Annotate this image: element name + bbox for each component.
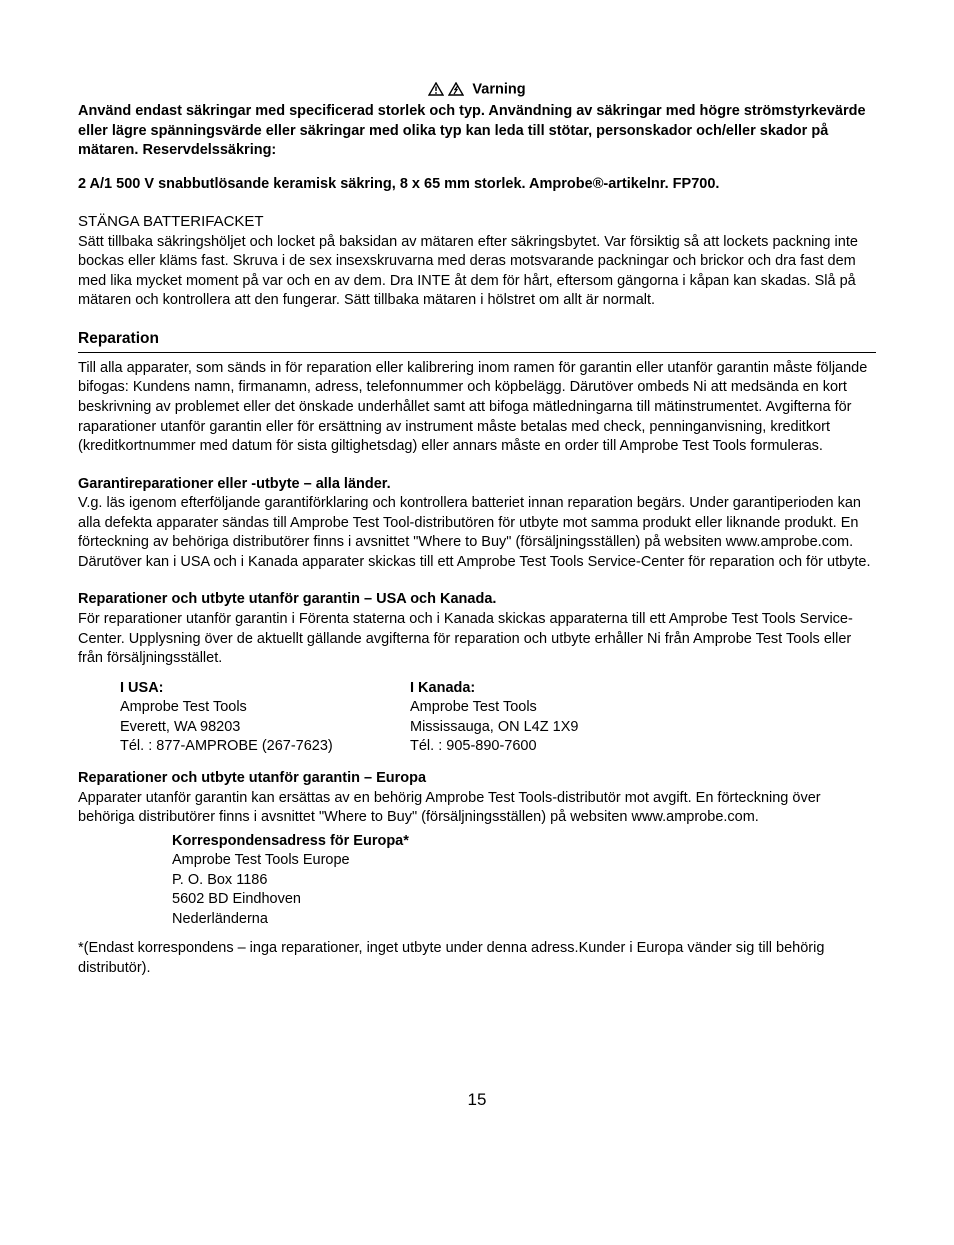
warning-title: Varning [472,82,525,98]
eu-addr-line: Amprobe Test Tools Europe [172,851,876,871]
out-europe-body: Apparater utanför garantin kan ersättas … [78,789,876,828]
address-block-usa-canada: I USA: Amprobe Test Tools Everett, WA 98… [78,679,876,757]
fuse-spec: 2 A/1 500 V snabbutlösande keramisk säkr… [78,175,876,195]
canada-head: I Kanada: [410,679,578,699]
usa-line: Amprobe Test Tools [120,698,410,718]
warning-triangle-icon [428,80,444,100]
usa-head: I USA: [120,679,410,699]
eu-addr-line: 5602 BD Eindhoven [172,890,876,910]
address-usa: I USA: Amprobe Test Tools Everett, WA 98… [120,679,410,757]
repair-heading: Reparation [78,329,876,353]
battery-section-title: STÄNGA BATTERIFACKET [78,212,876,232]
battery-section-body: Sätt tillbaka säkringshöljet och locket … [78,233,876,311]
page-number: 15 [78,1089,876,1112]
usa-line: Tél. : 877-AMPROBE (267-7623) [120,737,410,757]
canada-line: Mississauga, ON L4Z 1X9 [410,718,578,738]
out-usa-canada-title: Reparationer och utbyte utanför garantin… [78,590,876,610]
eu-addr-head: Korrespondensadress för Europa* [172,832,876,852]
canada-line: Tél. : 905-890-7600 [410,737,578,757]
warranty-all-title: Garantireparationer eller -utbyte – alla… [78,475,876,495]
warning-triangle-icon [448,80,464,100]
eu-addr-line: P. O. Box 1186 [172,871,876,891]
europe-footnote: *(Endast korrespondens – inga reparation… [78,939,876,978]
address-canada: I Kanada: Amprobe Test Tools Mississauga… [410,679,578,757]
warning-body: Använd endast säkringar med specificerad… [78,102,876,161]
address-europe: Korrespondensadress för Europa* Amprobe … [78,832,876,930]
eu-addr-line: Nederländerna [172,910,876,930]
out-europe-title: Reparationer och utbyte utanför garantin… [78,769,876,789]
canada-line: Amprobe Test Tools [410,698,578,718]
out-usa-canada-body: För reparationer utanför garantin i Före… [78,610,876,669]
warning-header: Varning [78,80,876,100]
usa-line: Everett, WA 98203 [120,718,410,738]
repair-intro: Till alla apparater, som sänds in för re… [78,359,876,457]
warranty-all-body: V.g. läs igenom efterföljande garantiför… [78,494,876,572]
